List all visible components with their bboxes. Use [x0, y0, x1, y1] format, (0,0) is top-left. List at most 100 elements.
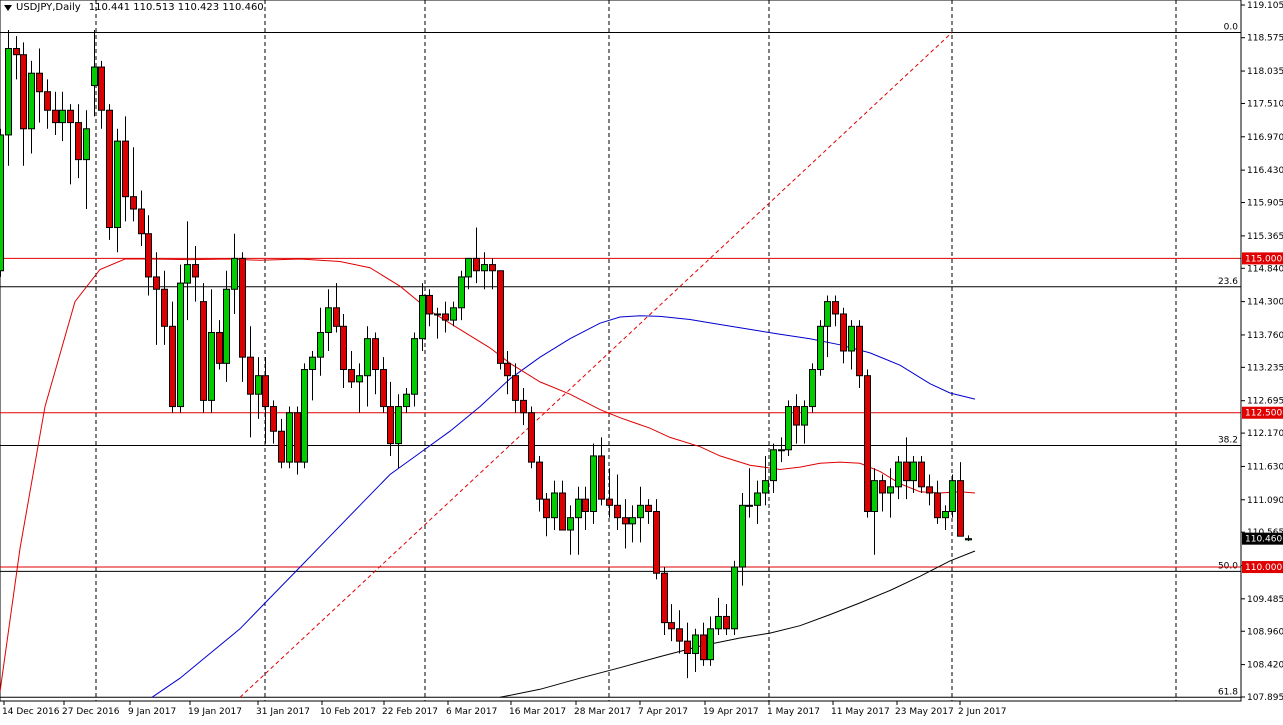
candle-body: [668, 622, 675, 630]
candle-body: [465, 257, 472, 278]
candle-body: [434, 313, 441, 316]
candle-body: [622, 517, 629, 525]
candle-body: [216, 331, 223, 364]
candle-body: [551, 492, 558, 519]
date-tick-label: 2 Jun 2017: [958, 707, 1006, 717]
candle-body: [44, 91, 51, 111]
candle-body: [255, 375, 262, 395]
plot-frame: [0, 0, 1242, 702]
date-tick-label: 14 Dec 2016: [2, 707, 60, 717]
candle-body: [707, 628, 714, 661]
fib-label-0.0: 0.0: [1224, 22, 1239, 32]
candle-body: [372, 338, 379, 371]
date-tick-label: 19 Jan 2017: [188, 707, 242, 717]
candle-body: [286, 412, 293, 463]
candle-body: [949, 480, 956, 512]
candle-body: [270, 406, 277, 432]
date-tick-label: 11 May 2017: [831, 707, 890, 717]
candle-body: [403, 393, 410, 408]
candle-body: [426, 294, 433, 315]
candle-body: [458, 276, 465, 309]
candle-body: [528, 412, 535, 463]
candle-body: [700, 634, 707, 661]
candle-body: [778, 449, 785, 452]
ohlc-readout: 110.441 110.513 110.423 110.460: [88, 2, 264, 13]
candle-body: [91, 66, 98, 87]
level-price-tag-label: 112.500: [1245, 409, 1282, 419]
price-tick-label: 116.970: [1247, 133, 1283, 143]
candle-body: [520, 399, 527, 414]
price-tick-label: 112.695: [1247, 397, 1283, 407]
candle-body: [114, 140, 121, 229]
candle-body: [411, 338, 418, 395]
candle-body: [59, 109, 66, 124]
candle-body: [692, 634, 699, 654]
level-price-tag: [1242, 406, 1283, 419]
candle-body: [5, 48, 12, 136]
price-tick-label: 108.960: [1247, 627, 1283, 637]
candle-body: [840, 313, 847, 352]
candle-body: [325, 307, 332, 333]
price-tick-label: 118.575: [1247, 34, 1283, 44]
candle-body: [918, 461, 925, 488]
price-tick-label: 118.035: [1247, 67, 1283, 77]
symbol-label: USDJPY,Daily: [16, 2, 81, 13]
candle-body: [13, 48, 20, 56]
candle-body: [200, 301, 207, 401]
candle-body: [965, 538, 972, 541]
candle-body: [559, 492, 566, 531]
candle-body: [442, 313, 449, 321]
candle-body: [106, 109, 113, 229]
candle-body: [130, 196, 137, 210]
candle-body: [67, 109, 74, 124]
candle-body: [887, 486, 894, 494]
candle-body: [504, 362, 511, 377]
candle-body: [28, 72, 35, 130]
candle-body: [278, 430, 285, 463]
candle-body: [598, 455, 605, 500]
candle-body: [153, 276, 160, 290]
date-tick-label: 28 Mar 2017: [574, 707, 631, 717]
candle-body: [536, 461, 543, 500]
price-tick-label: 113.760: [1247, 331, 1283, 341]
candle-body: [208, 331, 215, 401]
candle-body: [543, 498, 550, 519]
date-tick-label: 7 Apr 2017: [638, 707, 688, 717]
candle-body: [645, 504, 652, 512]
candle-body: [785, 406, 792, 451]
price-tick-label: 111.090: [1247, 496, 1283, 506]
candle-body: [848, 325, 855, 352]
candle-body: [575, 498, 582, 519]
candle-body: [231, 257, 238, 290]
candle-body: [489, 264, 496, 272]
candle-body: [309, 356, 316, 371]
candle-body: [801, 406, 808, 426]
candle-body: [98, 66, 105, 111]
candle-body: [606, 498, 613, 506]
price-tick-label: 115.365: [1247, 232, 1283, 242]
candle-body: [247, 356, 254, 395]
candle-body: [629, 517, 636, 525]
fib-label-38.2: 38.2: [1218, 435, 1238, 445]
candle-body: [684, 640, 691, 654]
candle-body: [879, 480, 886, 494]
candle-body: [903, 461, 910, 482]
candle-body: [239, 257, 246, 358]
candle-body: [856, 325, 863, 377]
candle-body: [0, 134, 4, 272]
candle-body: [676, 628, 683, 642]
price-tick-label: 113.235: [1247, 363, 1283, 373]
candle-body: [770, 449, 777, 482]
candle-body: [481, 264, 488, 272]
price-tick-label: 114.840: [1247, 264, 1283, 274]
candle-body: [83, 128, 90, 161]
candle-body: [957, 480, 964, 537]
candle-body: [754, 492, 761, 506]
candle-body: [942, 510, 949, 519]
candle-body: [582, 498, 589, 512]
candle-body: [512, 375, 519, 401]
candle-body: [653, 510, 660, 574]
level-price-tag-label: 115.000: [1245, 254, 1282, 264]
candle-body: [637, 504, 644, 519]
